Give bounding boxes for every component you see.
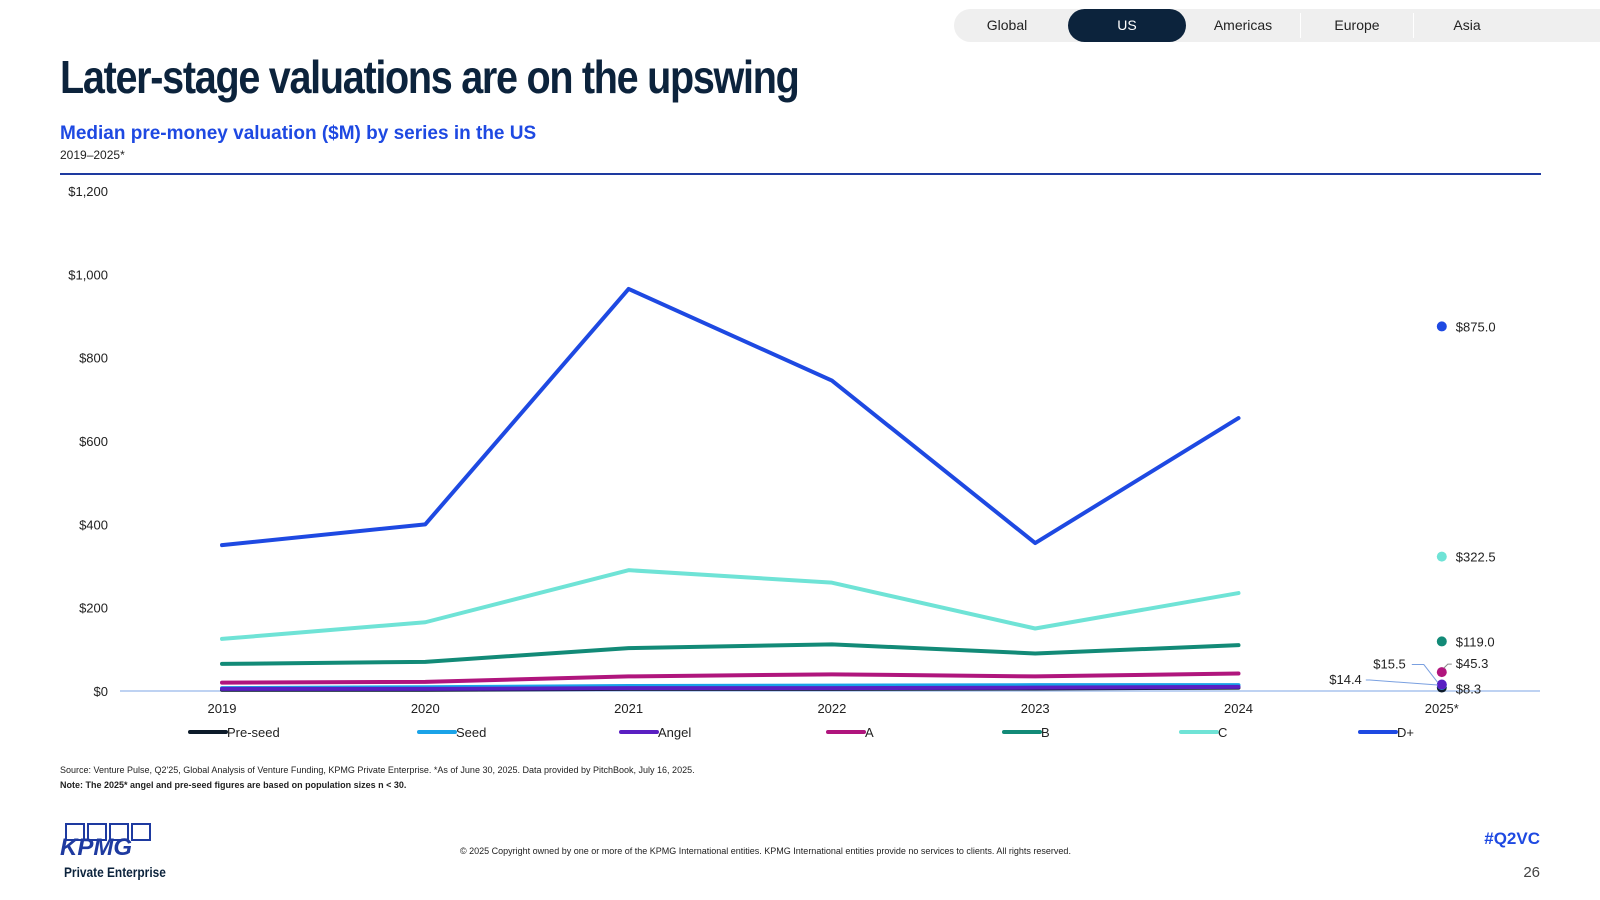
end-label-c: $322.5 [1456,550,1496,565]
source-notes: Source: Venture Pulse, Q2'25, Global Ana… [60,763,695,793]
legend-label: Seed [456,725,486,740]
source-text: Source: Venture Pulse, Q2'25, Global Ana… [60,765,695,775]
end-point-b [1436,636,1447,647]
end-label-seed: $14.4 [1329,672,1362,687]
y-tick-label: $1,000 [68,267,108,282]
series-line-c [220,568,1241,641]
leader-line-seed [1365,679,1438,686]
tab-asia[interactable]: Asia [1453,17,1481,33]
end-point-c [1436,551,1447,562]
y-tick-label: $600 [79,434,108,449]
note-text: Note: The 2025* angel and pre-seed figur… [60,780,407,790]
series-line-angel [220,684,1241,691]
legend-label: D+ [1397,725,1414,740]
end-label-pre-seed: $8.3 [1456,682,1481,697]
tab-us[interactable]: US [1068,9,1186,42]
title-divider [60,173,1541,175]
tab-separator [1413,13,1414,38]
y-tick-label: $1,200 [68,184,108,199]
chart-subtitle: 2019–2025* [60,148,125,162]
tab-americas[interactable]: Americas [1213,17,1273,33]
y-tick-label: $400 [79,517,108,532]
region-tabs: Global US Americas Europe Asia [954,9,1600,42]
kpmg-logo: KPMG [58,822,168,869]
kpmg-logo-mark: KPMG [60,823,151,861]
end-label-b: $119.0 [1456,634,1495,649]
legend-label: Angel [658,725,691,740]
leader-line-angel [1411,664,1439,683]
end-label-a: $45.3 [1456,656,1489,671]
line-chart: $0 $200 $400 $600 $800 $1,000 $1,200 2019 2020 20… [68,184,1540,740]
legend-label: C [1218,725,1227,740]
copyright-text: © 2025 Copyright owned by one or more of… [460,846,1071,856]
y-tick-label: $0 [94,684,108,699]
x-tick-label: 2021 [614,701,643,716]
end-label-angel: $15.5 [1373,657,1406,672]
end-point-d- [1436,321,1447,332]
legend-label: B [1041,725,1050,740]
legend-label: Pre-seed [227,725,280,740]
hashtag[interactable]: #Q2VC [1484,829,1540,848]
x-tick-label: 2022 [817,701,846,716]
tab-europe[interactable]: Europe [1334,17,1380,33]
leader-line-a [1443,663,1452,669]
y-tick-label: $800 [79,351,108,366]
page-number: 26 [1523,864,1540,881]
x-tick-label: 2020 [411,701,440,716]
end-label-d-: $875.0 [1456,319,1496,334]
legend-label: A [865,725,874,740]
page-title: Later-stage valuations are on the upswin… [60,51,800,103]
series-line-b [220,642,1241,666]
x-tick-label: 2019 [208,701,237,716]
end-point-a [1436,667,1447,678]
series-line-a [220,671,1241,685]
tab-global[interactable]: Global [986,17,1028,33]
end-point-angel [1436,679,1447,690]
series-line-d- [220,286,1241,548]
x-tick-label: 2024 [1224,701,1253,716]
chart-title: Median pre-money valuation ($M) by serie… [60,123,537,144]
x-tick-label: 2023 [1021,701,1050,716]
tab-separator [1300,13,1301,38]
logo-wordmark: KPMG [60,834,132,861]
logo-subtext: Private Enterprise [64,864,166,880]
y-tick-label: $200 [79,601,108,616]
x-tick-label: 2025* [1425,701,1459,716]
